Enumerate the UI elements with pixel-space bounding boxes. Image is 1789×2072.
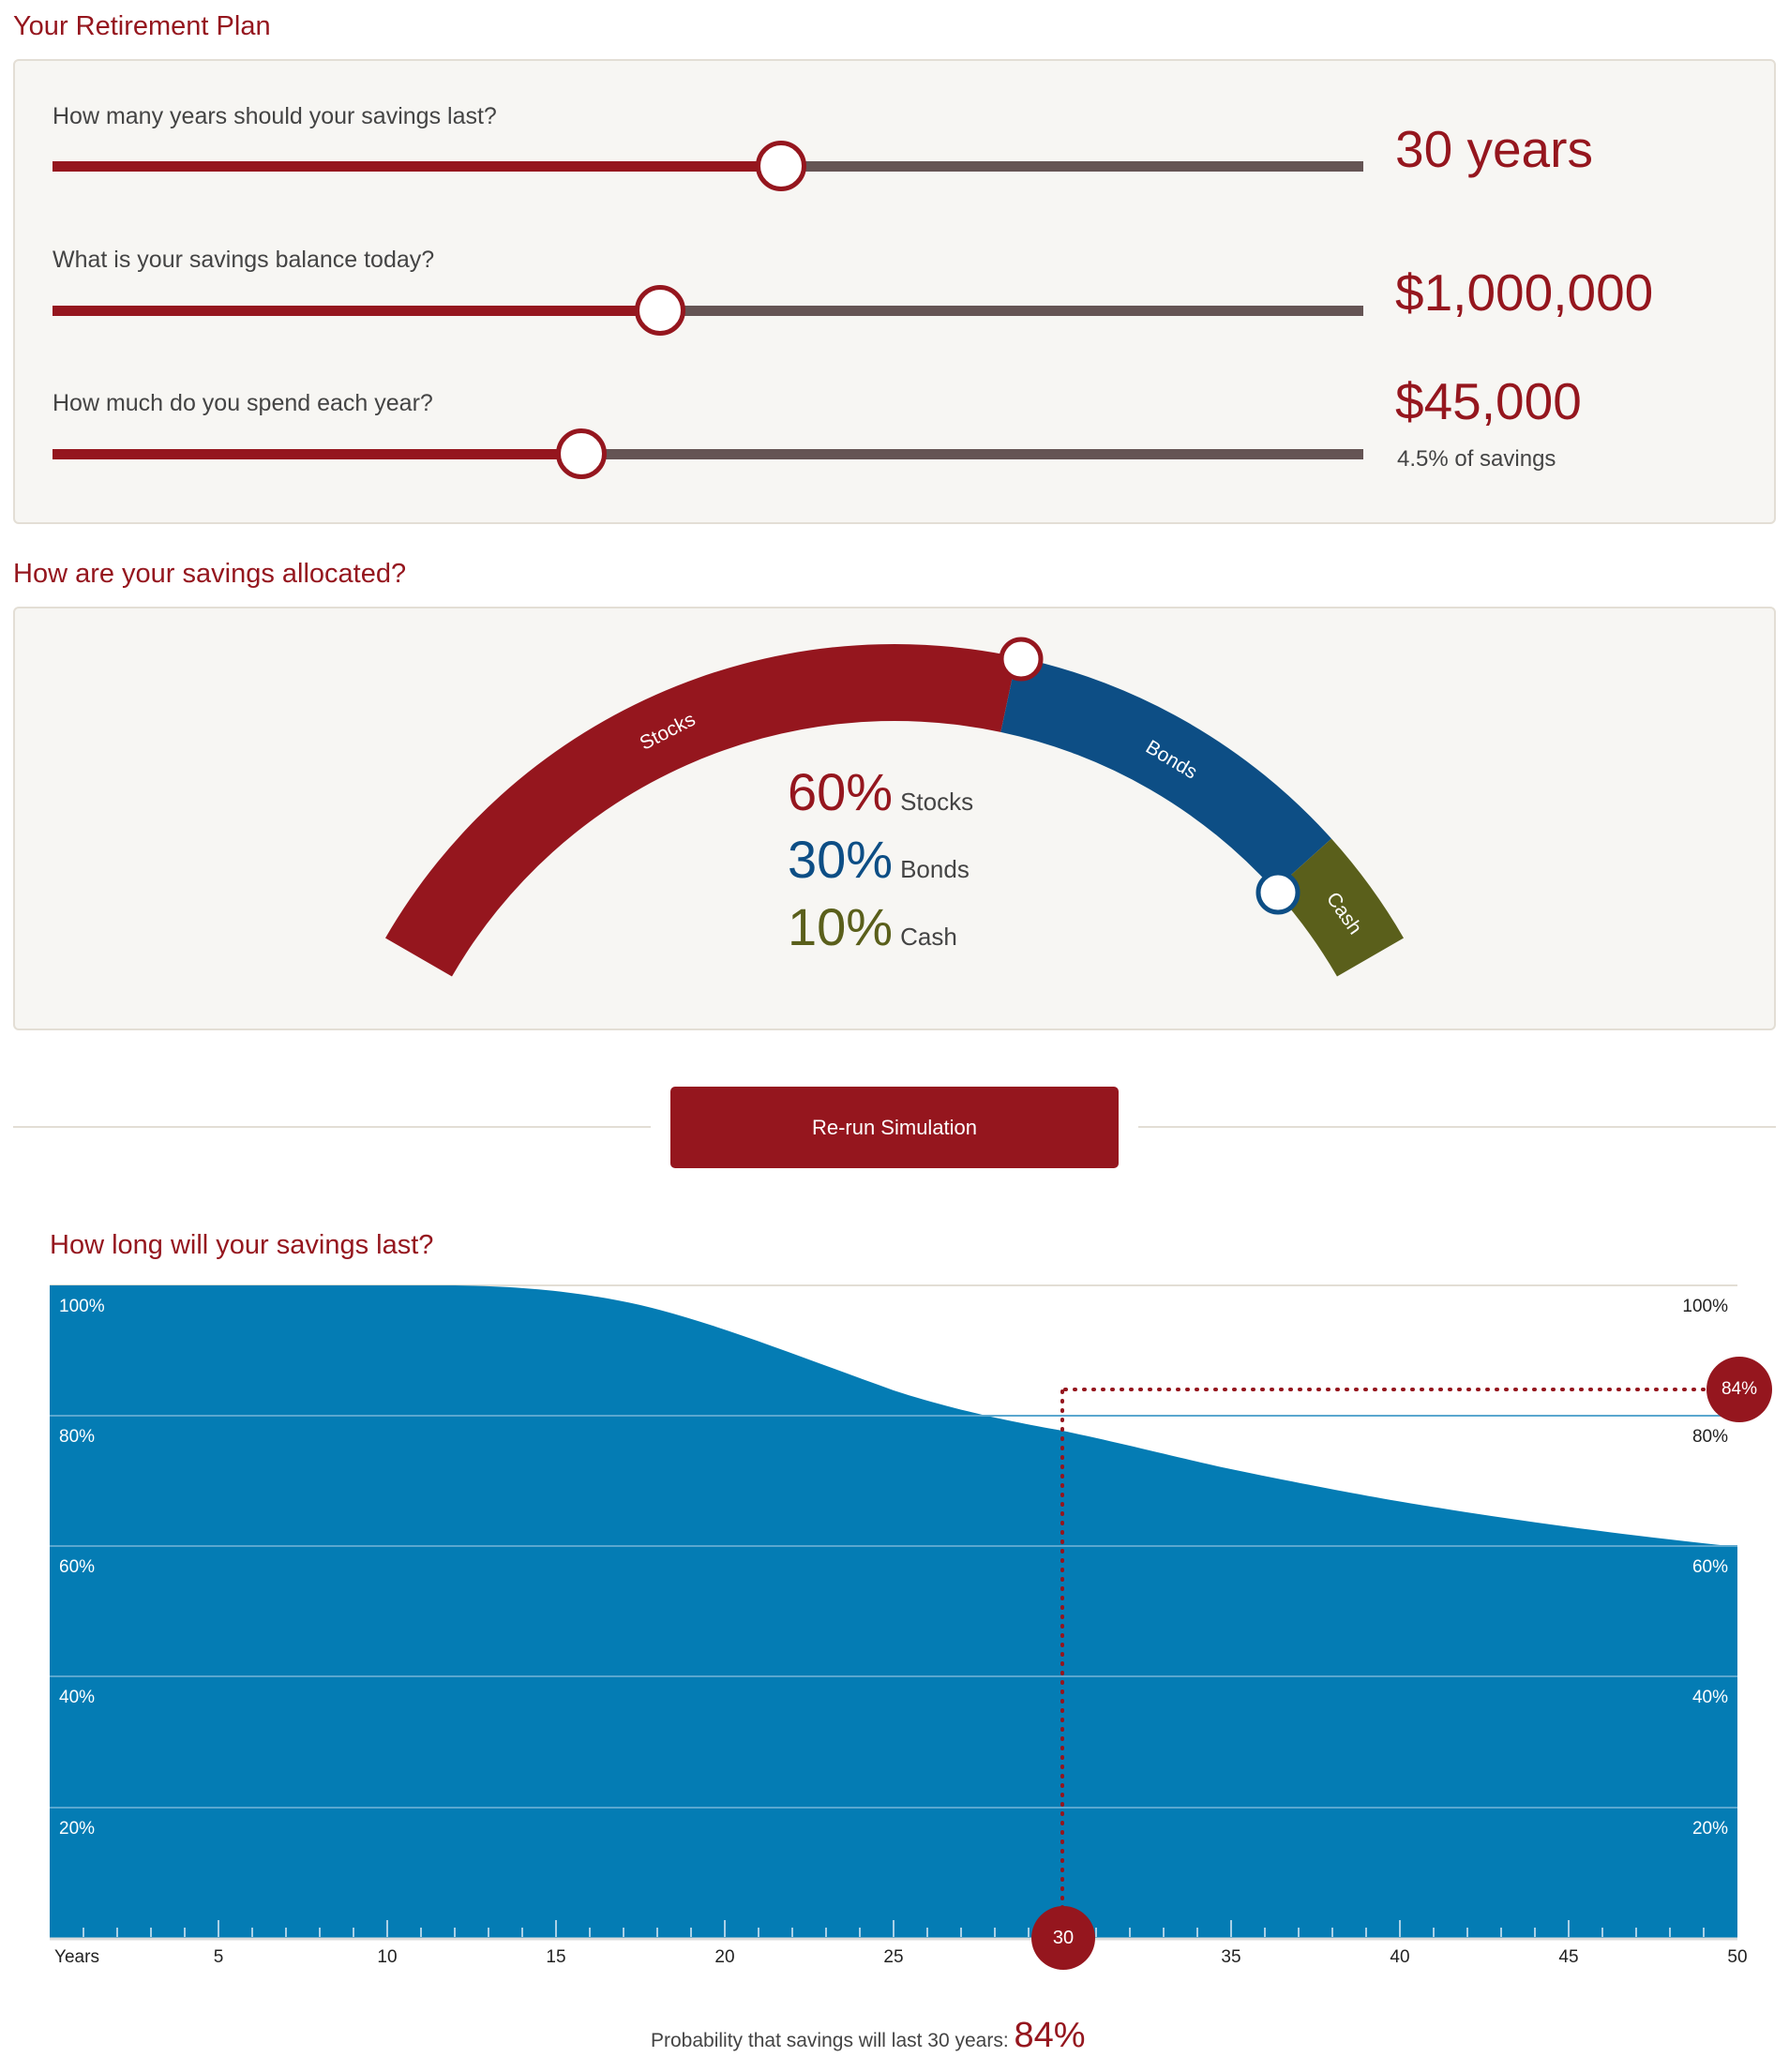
years-slider-thumb[interactable] bbox=[756, 141, 806, 191]
y-label-right-20: 20% bbox=[1691, 1819, 1728, 1839]
stocks-percent: 60% bbox=[788, 762, 894, 821]
y-label-right-80: 80% bbox=[1691, 1427, 1728, 1447]
y-label-left-100: 100% bbox=[59, 1297, 105, 1316]
x-label-40: 40 bbox=[1390, 1947, 1410, 1967]
rerun-simulation-button[interactable]: Re-run Simulation bbox=[670, 1087, 1119, 1168]
bonds-arc[interactable] bbox=[1000, 656, 1331, 891]
cash-summary: 10% Cash bbox=[788, 896, 957, 957]
spending-percent-of-savings: 4.5% of savings bbox=[1397, 446, 1556, 472]
y-label-left-60: 60% bbox=[59, 1557, 96, 1577]
cash-name: Cash bbox=[900, 923, 957, 951]
plan-panel bbox=[13, 59, 1776, 524]
allocation-title: How are your savings allocated? bbox=[13, 559, 407, 589]
x-label-15: 15 bbox=[546, 1947, 566, 1967]
x-minor-ticks bbox=[83, 1920, 1705, 1937]
probability-summary-label: Probability that savings will last 30 ye… bbox=[651, 2030, 1009, 2051]
stocks-arc[interactable] bbox=[385, 643, 1017, 977]
years-value: 30 years bbox=[1395, 120, 1593, 178]
bonds-name: Bonds bbox=[900, 855, 970, 883]
divider-right bbox=[1138, 1126, 1776, 1128]
balance-slider-thumb[interactable] bbox=[635, 285, 685, 336]
years-slider-fill bbox=[53, 161, 781, 172]
chart-title: How long will your savings last? bbox=[50, 1230, 434, 1260]
stocks-bonds-handle[interactable] bbox=[999, 637, 1044, 682]
x-label-45: 45 bbox=[1558, 1947, 1579, 1967]
x-label-5: 5 bbox=[213, 1947, 224, 1967]
x-label-35: 35 bbox=[1221, 1947, 1241, 1967]
spending-slider-fill bbox=[53, 449, 581, 459]
y-label-right-40: 40% bbox=[1691, 1688, 1728, 1707]
bonds-summary: 30% Bonds bbox=[788, 829, 970, 890]
y-label-right-60: 60% bbox=[1691, 1557, 1728, 1577]
probability-summary: Probability that savings will last 30 ye… bbox=[651, 2016, 1086, 2056]
probability-marker: 84% bbox=[1706, 1357, 1772, 1422]
stocks-name: Stocks bbox=[900, 788, 974, 816]
bonds-cash-handle[interactable] bbox=[1255, 870, 1300, 915]
allocation-gauge[interactable]: Stocks Bonds Cash bbox=[0, 600, 1789, 1041]
balance-slider-fill bbox=[53, 306, 660, 316]
x-label-50: 50 bbox=[1727, 1947, 1748, 1967]
stocks-summary: 60% Stocks bbox=[788, 761, 973, 822]
year-marker[interactable]: 30 bbox=[1031, 1906, 1095, 1970]
y-label-left-40: 40% bbox=[59, 1688, 96, 1707]
survival-area bbox=[50, 1285, 1737, 1938]
spending-slider-thumb[interactable] bbox=[556, 428, 607, 479]
probability-summary-value: 84% bbox=[1014, 2016, 1086, 2055]
divider-left bbox=[13, 1126, 651, 1128]
y-label-left-80: 80% bbox=[59, 1427, 96, 1447]
spending-slider[interactable] bbox=[53, 449, 1363, 459]
y-label-right-100: 100% bbox=[1682, 1297, 1728, 1316]
balance-slider[interactable] bbox=[53, 306, 1363, 316]
balance-value: $1,000,000 bbox=[1395, 263, 1654, 322]
years-slider[interactable] bbox=[53, 161, 1363, 172]
survival-area-chart bbox=[50, 1284, 1737, 1941]
x-label-25: 25 bbox=[883, 1947, 904, 1967]
bonds-percent: 30% bbox=[788, 830, 894, 889]
x-label-10: 10 bbox=[377, 1947, 398, 1967]
cash-arc[interactable] bbox=[1274, 838, 1404, 977]
y-label-left-20: 20% bbox=[59, 1819, 96, 1839]
years-question-label: How many years should your savings last? bbox=[53, 103, 497, 129]
cash-percent: 10% bbox=[788, 897, 894, 956]
balance-question-label: What is your savings balance today? bbox=[53, 247, 435, 273]
spending-question-label: How much do you spend each year? bbox=[53, 390, 433, 416]
x-label-20: 20 bbox=[714, 1947, 735, 1967]
spending-value: $45,000 bbox=[1395, 372, 1582, 430]
page-title: Your Retirement Plan bbox=[13, 11, 271, 41]
x-axis-title: Years bbox=[54, 1947, 99, 1967]
